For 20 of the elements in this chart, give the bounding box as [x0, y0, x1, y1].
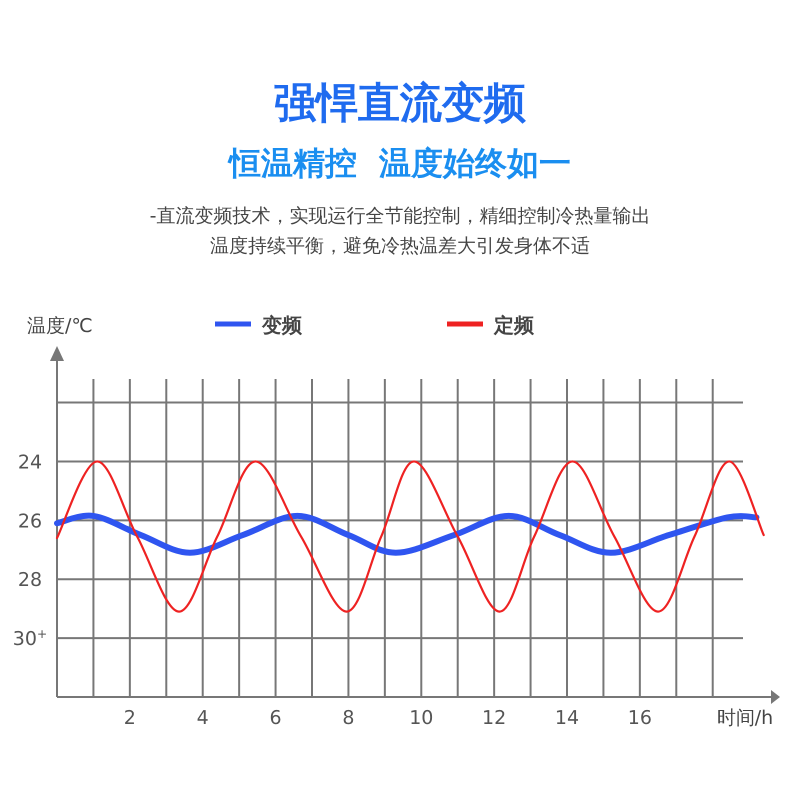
y-tick-label: 24 [18, 451, 42, 474]
legend-label: 变频 [261, 313, 303, 337]
y-tick-label: 30$^{+}$ [12, 627, 48, 650]
x-axis-title: 时间/h [716, 707, 774, 729]
chart-subtitle: 恒温精控 温度始终如一 [226, 144, 572, 182]
x-tick-label: 14 [554, 707, 580, 729]
x-tick-label: 16 [628, 707, 652, 729]
y-tick-label: 28 [18, 569, 42, 592]
x-tick-label: 12 [482, 707, 506, 729]
chart-title: 强悍直流变频 [274, 78, 526, 127]
x-tick-label: 8 [342, 707, 354, 729]
x-tick-label: 6 [270, 707, 282, 729]
x-tick-label: 4 [196, 707, 209, 729]
y-tick-label: 26 [18, 510, 42, 532]
x-tick-label: 10 [409, 707, 434, 729]
y-axis-title: 温度/℃ [27, 315, 93, 337]
legend-label: 定频 [493, 313, 535, 337]
text: 温度持续平衡，避免冷热温差大引发身体不适 [210, 235, 590, 257]
x-tick-label: 2 [124, 707, 136, 729]
text: -直流变频技术，实现运行全节能控制，精细控制冷热量输出 [150, 205, 650, 227]
